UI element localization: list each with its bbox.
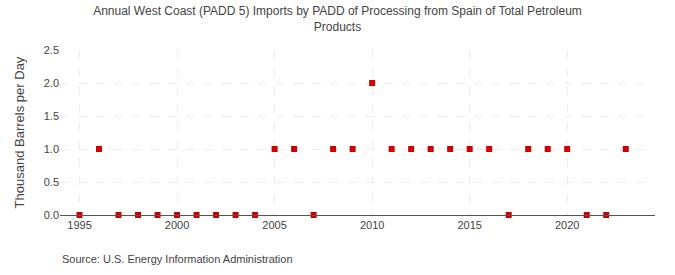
svg-text:0.0: 0.0 [44,209,59,221]
svg-text:1.0: 1.0 [44,143,59,155]
svg-text:2015: 2015 [457,219,481,231]
svg-text:2010: 2010 [360,219,384,231]
svg-text:2.5: 2.5 [44,44,59,56]
svg-text:2.0: 2.0 [44,77,59,89]
svg-text:0.5: 0.5 [44,176,59,188]
svg-text:2000: 2000 [165,219,189,231]
svg-text:Thousand Barrels per Day: Thousand Barrels per Day [12,56,27,208]
svg-text:2005: 2005 [262,219,286,231]
svg-text:Source: U.S. Energy Informatio: Source: U.S. Energy Information Administ… [62,253,293,265]
svg-text:2020: 2020 [555,219,579,231]
svg-text:Annual West Coast (PADD 5) Imp: Annual West Coast (PADD 5) Imports by PA… [93,4,582,34]
svg-text:1.5: 1.5 [44,110,59,122]
svg-text:1995: 1995 [67,219,91,231]
